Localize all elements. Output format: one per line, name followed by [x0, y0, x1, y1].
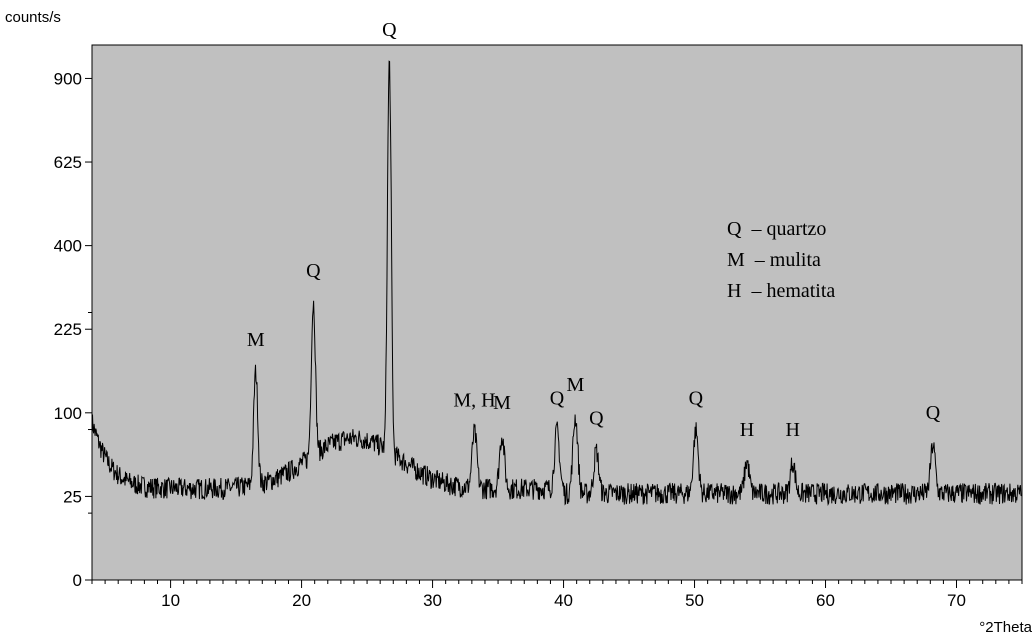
- y-tick-label: 25: [63, 487, 82, 506]
- x-tick-label: 30: [423, 591, 442, 610]
- y-tick-label: 100: [54, 404, 82, 423]
- plot-area: [91, 44, 1023, 581]
- peak-label: Q: [382, 19, 397, 41]
- y-tick-label: 0: [73, 571, 82, 590]
- y-tick-label: 900: [54, 69, 82, 88]
- x-tick-label: 10: [161, 591, 180, 610]
- peak-label: Q: [926, 402, 941, 424]
- x-tick-label: 70: [947, 591, 966, 610]
- peak-label: M: [247, 329, 265, 351]
- x-tick-label: 40: [554, 591, 573, 610]
- peak-label: M, H: [453, 389, 495, 411]
- x-tick-label: 60: [816, 591, 835, 610]
- peak-label: H: [740, 419, 754, 441]
- x-axis-unit-label: °2Theta: [979, 619, 1032, 636]
- x-tick-label: 20: [292, 591, 311, 610]
- legend: Q – quartzo M – mulita H – hematita: [727, 218, 835, 302]
- peak-label: H: [786, 419, 800, 441]
- peak-label: Q: [689, 387, 704, 409]
- peak-label: Q: [589, 407, 604, 429]
- legend-entry-mulita: M – mulita: [727, 249, 821, 271]
- peak-label: M: [566, 374, 584, 396]
- legend-entry-quartzo: Q – quartzo: [727, 218, 826, 240]
- plot-layer: [91, 60, 1022, 506]
- peak-label: M: [493, 392, 511, 414]
- y-tick-label: 225: [54, 320, 82, 339]
- y-tick-label: 400: [54, 237, 82, 256]
- axis-layer: 0 25 100 225 400 625 900 10 20 30 40 50 60 70: [54, 45, 1023, 610]
- diffraction-trace: [91, 60, 1022, 506]
- peak-label: Q: [550, 387, 565, 409]
- x-tick-label: 50: [685, 591, 704, 610]
- y-axis-unit-label: counts/s: [5, 9, 61, 26]
- legend-entry-hematita: H – hematita: [727, 280, 835, 302]
- peak-label: Q: [306, 260, 321, 282]
- y-tick-label: 625: [54, 153, 82, 172]
